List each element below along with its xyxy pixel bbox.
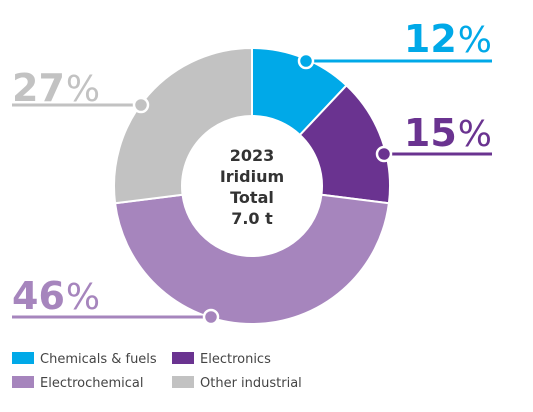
donut-slices xyxy=(113,46,391,325)
callout-dot-other-industrial xyxy=(132,96,150,114)
legend-item-electrochemical: Electrochemical xyxy=(12,376,143,391)
legend-swatch-electrochemical xyxy=(12,376,34,388)
center-label-line-1: 2023 xyxy=(230,146,275,165)
legend-item-chemicals-and-fuels: Chemicals & fuels xyxy=(12,352,157,367)
legend-label-electronics: Electronics xyxy=(200,352,271,367)
legend-item-other-industrial: Other industrial xyxy=(172,376,302,391)
slice-other-industrial xyxy=(113,46,253,205)
slice-electrochemical xyxy=(113,193,391,325)
center-label-line-3: Total xyxy=(230,188,274,207)
callout-dot-electrochemical xyxy=(202,308,220,326)
callouts: 12% 15% 46% 27% xyxy=(12,17,492,326)
center-label-line-4: 7.0 t xyxy=(231,209,273,228)
data-label-electronics: 15% xyxy=(404,111,492,155)
data-label-other-industrial: 27% xyxy=(12,66,100,110)
data-label-chemicals-and-fuels: 12% xyxy=(404,17,492,61)
legend-swatch-electronics xyxy=(172,352,194,364)
callout-dot-electronics xyxy=(375,145,393,163)
callout-dot-chemicals-and-fuels xyxy=(297,52,315,70)
legend-item-electronics: Electronics xyxy=(172,352,271,367)
center-label-line-2: Iridium xyxy=(220,167,284,186)
legend-swatch-other-industrial xyxy=(172,376,194,388)
legend-label-chemicals-and-fuels: Chemicals & fuels xyxy=(40,352,157,367)
legend: Chemicals & fuels Electronics Electrochemi… xyxy=(12,352,302,391)
center-label-group: 2023 Iridium Total 7.0 t xyxy=(220,146,284,228)
legend-swatch-chemicals-and-fuels xyxy=(12,352,34,364)
data-label-electrochemical: 46% xyxy=(12,274,100,318)
legend-label-electrochemical: Electrochemical xyxy=(40,376,143,391)
legend-label-other-industrial: Other industrial xyxy=(200,376,302,391)
